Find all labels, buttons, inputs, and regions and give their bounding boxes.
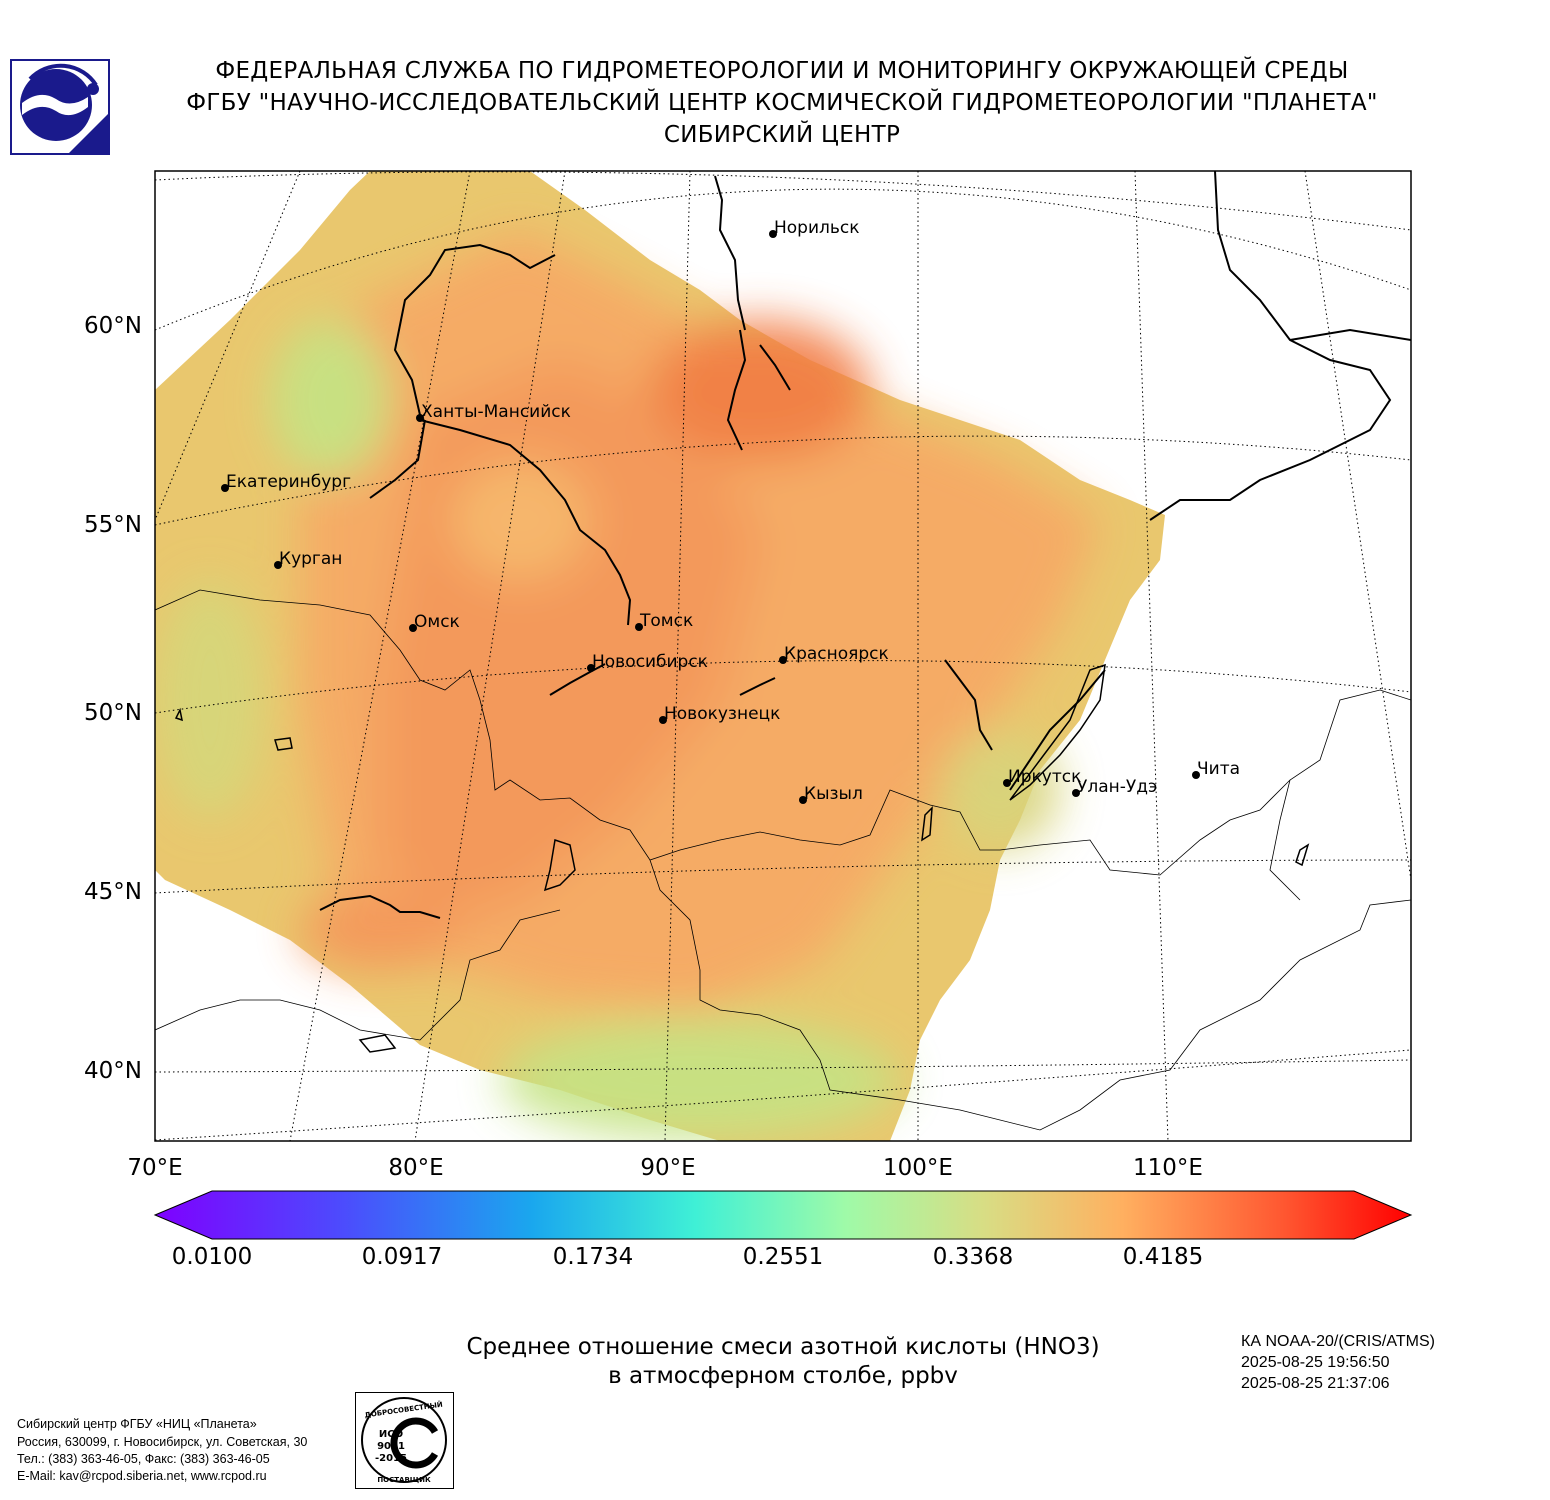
colorbar-tick-1: 0.0917 — [361, 1244, 443, 1270]
city-label: Екатеринбург — [226, 472, 351, 492]
graticule — [155, 171, 1411, 1141]
caption-line-2: в атмосферном столбе, ppbv — [608, 1363, 958, 1389]
city-label: Томск — [639, 611, 693, 631]
lat-label-55: 55°N — [84, 512, 142, 538]
footer-line-3: Тел.: (383) 363-46-05, Факс: (383) 363-4… — [17, 1452, 270, 1466]
lat-label-40: 40°N — [84, 1058, 142, 1084]
header-line-2: ФГБУ "НАУЧНО-ИССЛЕДОВАТЕЛЬСКИЙ ЦЕНТР КОС… — [186, 90, 1378, 116]
map-figure: Норильск Ханты-Мансийск Екатеринбург Курган… — [84, 170, 1413, 1240]
city-dot — [409, 624, 417, 632]
lon-label-90: 90°E — [640, 1155, 695, 1181]
city-dot — [221, 484, 229, 492]
city-label: Омск — [414, 612, 460, 632]
lakes — [174, 663, 1310, 1053]
city-label: Красноярск — [784, 644, 889, 664]
city-dot — [274, 561, 282, 569]
city-dot — [659, 716, 667, 724]
city-label: Иркутск — [1008, 767, 1081, 787]
footer-line-4: E-Mail: kav@rcpod.siberia.net, www.rcpod… — [17, 1469, 267, 1483]
city-dot — [1192, 771, 1200, 779]
iso-code-2: 9001 — [377, 1441, 405, 1452]
lat-label-45: 45°N — [84, 879, 142, 905]
lon-label-70: 70°E — [127, 1155, 182, 1181]
lon-label-100: 100°E — [883, 1155, 953, 1181]
borders — [155, 589, 1411, 1131]
city-dot — [799, 796, 807, 804]
city-dot — [769, 230, 777, 238]
colorbar-tick-4: 0.3368 — [932, 1244, 1014, 1270]
city-label: Кызыл — [804, 784, 863, 804]
city-label: Новокузнецк — [664, 704, 780, 724]
satellite-name: КА NOAA-20/(CRIS/ATMS) — [1241, 1333, 1435, 1350]
city-label: Чита — [1197, 759, 1240, 779]
city-label: Новосибирск — [592, 652, 708, 672]
iso-badge: ДОБРОСОВЕСТНЫЙ ИСО 9001 -2015 ПОСТАВЩИК — [355, 1392, 454, 1489]
city-label: Курган — [279, 549, 342, 569]
map-frame — [154, 170, 1412, 1142]
city-markers: Норильск Ханты-Мансийск Екатеринбург Курган… — [221, 218, 1240, 804]
city-dot — [1072, 789, 1080, 797]
iso-code-3: -2015 — [375, 1453, 407, 1464]
footer-line-2: Россия, 630099, г. Новосибирск, ул. Сове… — [17, 1435, 308, 1449]
caption-line-1: Среднее отношение смеси азотной кислоты … — [466, 1334, 1100, 1360]
lat-label-50: 50°N — [84, 700, 142, 726]
colorbar-tick-2: 0.1734 — [552, 1244, 634, 1270]
city-dot — [416, 414, 424, 422]
lon-label-80: 80°E — [388, 1155, 443, 1181]
city-label: Улан-Удэ — [1077, 777, 1157, 797]
footer-line-1: Сибирский центр ФГБУ «НИЦ «Планета» — [17, 1417, 257, 1431]
colorbar-tick-0: 0.0100 — [171, 1244, 253, 1270]
city-label: Норильск — [774, 218, 860, 238]
city-dot — [779, 656, 787, 664]
city-label: Ханты-Мансийск — [421, 402, 571, 422]
map-area: Норильск Ханты-Мансийск Екатеринбург Курган… — [155, 171, 1411, 1141]
planeta-logo — [10, 59, 110, 155]
colorbar-tick-5: 0.4185 — [1122, 1244, 1204, 1270]
lat-label-60: 60°N — [84, 313, 142, 339]
lon-label-110: 110°E — [1133, 1155, 1203, 1181]
satellite-time-start: 2025-08-25 19:56:50 — [1241, 1354, 1390, 1371]
colorbar — [153, 1190, 1413, 1240]
colorbar-tick-3: 0.2551 — [742, 1244, 824, 1270]
iso-code-1: ИСО — [379, 1429, 403, 1440]
city-dot — [587, 664, 595, 672]
rivers — [319, 171, 1411, 919]
header-line-1: ФЕДЕРАЛЬНАЯ СЛУЖБА ПО ГИДРОМЕТЕОРОЛОГИИ … — [215, 58, 1349, 84]
city-dot — [1003, 779, 1011, 787]
iso-bottom-text: ПОСТАВЩИК — [377, 1476, 431, 1484]
city-dot — [635, 623, 643, 631]
satellite-time-end: 2025-08-25 21:37:06 — [1241, 1375, 1390, 1392]
header-line-3: СИБИРСКИЙ ЦЕНТР — [663, 122, 901, 148]
